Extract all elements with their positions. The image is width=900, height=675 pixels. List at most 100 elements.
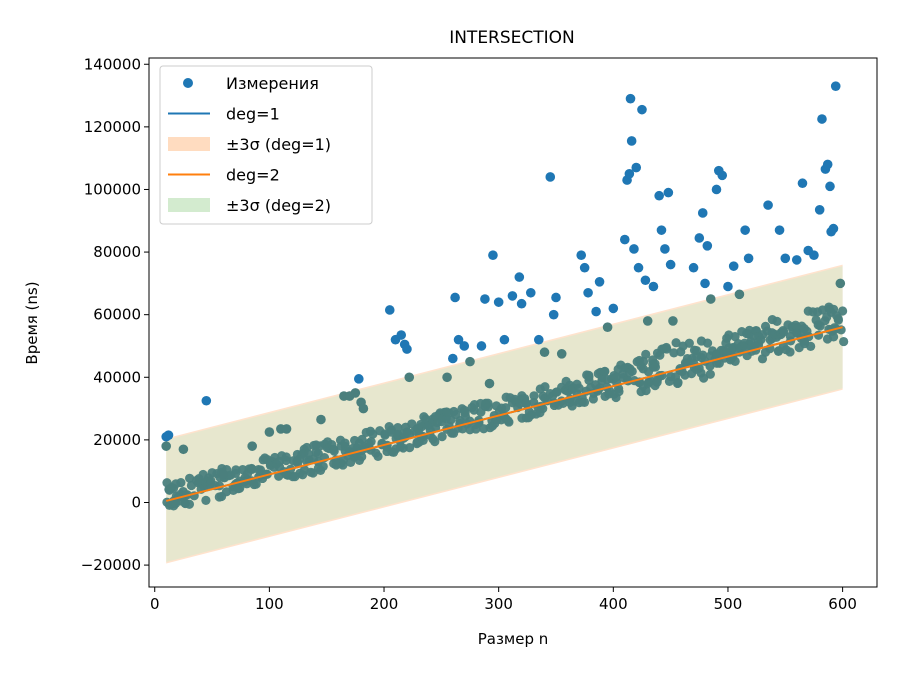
measurement-point <box>780 253 791 264</box>
measurement-point <box>525 287 536 298</box>
bulk-point <box>599 367 609 377</box>
bulk-point <box>730 356 740 367</box>
y-tick-label: 0 <box>131 493 141 511</box>
measurement-point <box>579 262 590 273</box>
bulk-point <box>579 397 590 407</box>
bulk-point <box>221 487 232 497</box>
bulk-point <box>673 377 683 388</box>
bulk-point <box>641 349 651 359</box>
measurement-point <box>640 275 651 286</box>
bulk-point <box>393 423 403 433</box>
x-tick-label: 200 <box>370 595 399 613</box>
x-axis-label: Размер n <box>478 630 549 648</box>
measurement-point <box>814 205 825 215</box>
bulk-point <box>368 429 378 439</box>
measurement-point <box>551 292 561 303</box>
measurement-point <box>734 289 745 300</box>
measurement-point <box>637 104 647 115</box>
measurement-point <box>507 291 518 301</box>
bulk-point <box>584 375 594 385</box>
measurement-point <box>350 388 361 398</box>
measurement-point <box>476 341 487 351</box>
bulk-point <box>574 383 584 393</box>
measurement-point <box>448 353 458 364</box>
bulk-point <box>705 361 715 371</box>
bulk-point <box>684 338 694 348</box>
y-tick-label: 40000 <box>93 368 141 386</box>
measurement-point <box>830 81 841 91</box>
measurement-point <box>163 430 174 440</box>
measurement-point <box>493 297 504 307</box>
y-tick-label: 80000 <box>93 243 141 261</box>
x-tick-label: 0 <box>150 595 160 613</box>
x-tick-label: 600 <box>828 595 857 613</box>
measurement-point <box>218 469 229 480</box>
measurement-point <box>717 170 728 181</box>
bulk-point <box>691 345 702 356</box>
measurement-point <box>316 414 326 425</box>
x-tick-label: 300 <box>484 595 513 613</box>
bulk-point <box>521 398 531 408</box>
bulk-point <box>839 336 849 347</box>
measurement-point <box>668 316 678 326</box>
legend-box <box>159 65 373 225</box>
legend-label: ±3σ (deg=2) <box>226 196 331 215</box>
measurement-point <box>797 178 808 189</box>
legend-label: deg=1 <box>226 105 280 124</box>
measurement-point <box>648 281 659 292</box>
bulk-point <box>641 386 651 396</box>
measurement-point <box>264 427 275 437</box>
y-tick-label: 100000 <box>84 180 141 198</box>
bulk-point <box>437 432 447 442</box>
bulk-point <box>373 451 383 462</box>
measurement-point <box>663 187 674 198</box>
measurement-point <box>539 347 550 358</box>
bulk-point <box>614 386 624 397</box>
y-axis-label: Время (ns) <box>23 281 41 364</box>
measurement-point <box>697 208 708 218</box>
measurement-point <box>514 272 525 282</box>
measurement-point <box>404 372 415 383</box>
measurement-point <box>740 225 750 235</box>
bulk-point <box>281 452 291 462</box>
y-tick-label: 20000 <box>93 431 141 449</box>
measurement-point <box>281 424 292 434</box>
bulk-point <box>833 315 844 325</box>
bulk-point <box>829 332 839 342</box>
bulk-point <box>785 347 795 357</box>
measurement-point <box>656 225 667 235</box>
bulk-point <box>318 461 328 472</box>
y-tick-label: 140000 <box>84 55 141 73</box>
measurement-point <box>354 374 364 384</box>
bulk-point <box>705 369 715 379</box>
measurement-point <box>591 306 601 317</box>
bulk-point <box>699 373 709 383</box>
bulk-point <box>405 443 415 453</box>
bulk-point <box>627 366 637 377</box>
measurement-point <box>809 250 819 261</box>
measurement-point <box>384 305 395 315</box>
measurement-point <box>642 316 653 326</box>
measurement-point <box>825 181 835 192</box>
measurement-point <box>442 372 452 383</box>
bulk-point <box>503 416 513 426</box>
bulk-point <box>340 438 350 448</box>
plot-frame <box>148 57 878 588</box>
y-tick-label: 120000 <box>84 118 141 136</box>
legend-swatch <box>168 137 210 151</box>
measurement-point <box>688 262 699 273</box>
measurement-point <box>499 334 510 345</box>
bulk-point <box>662 344 672 354</box>
bulk-point <box>730 331 740 342</box>
measurement-point <box>835 278 846 289</box>
bulk-point <box>638 356 649 367</box>
bulk-point <box>430 437 440 447</box>
chart-title: INTERSECTION <box>449 28 575 48</box>
bulk-point <box>247 464 257 475</box>
bulk-point <box>702 338 713 348</box>
legend-swatch <box>168 198 210 212</box>
bulk-point <box>650 362 661 372</box>
measurement-point <box>480 294 490 304</box>
legend-label: ±3σ (deg=1) <box>226 135 331 154</box>
